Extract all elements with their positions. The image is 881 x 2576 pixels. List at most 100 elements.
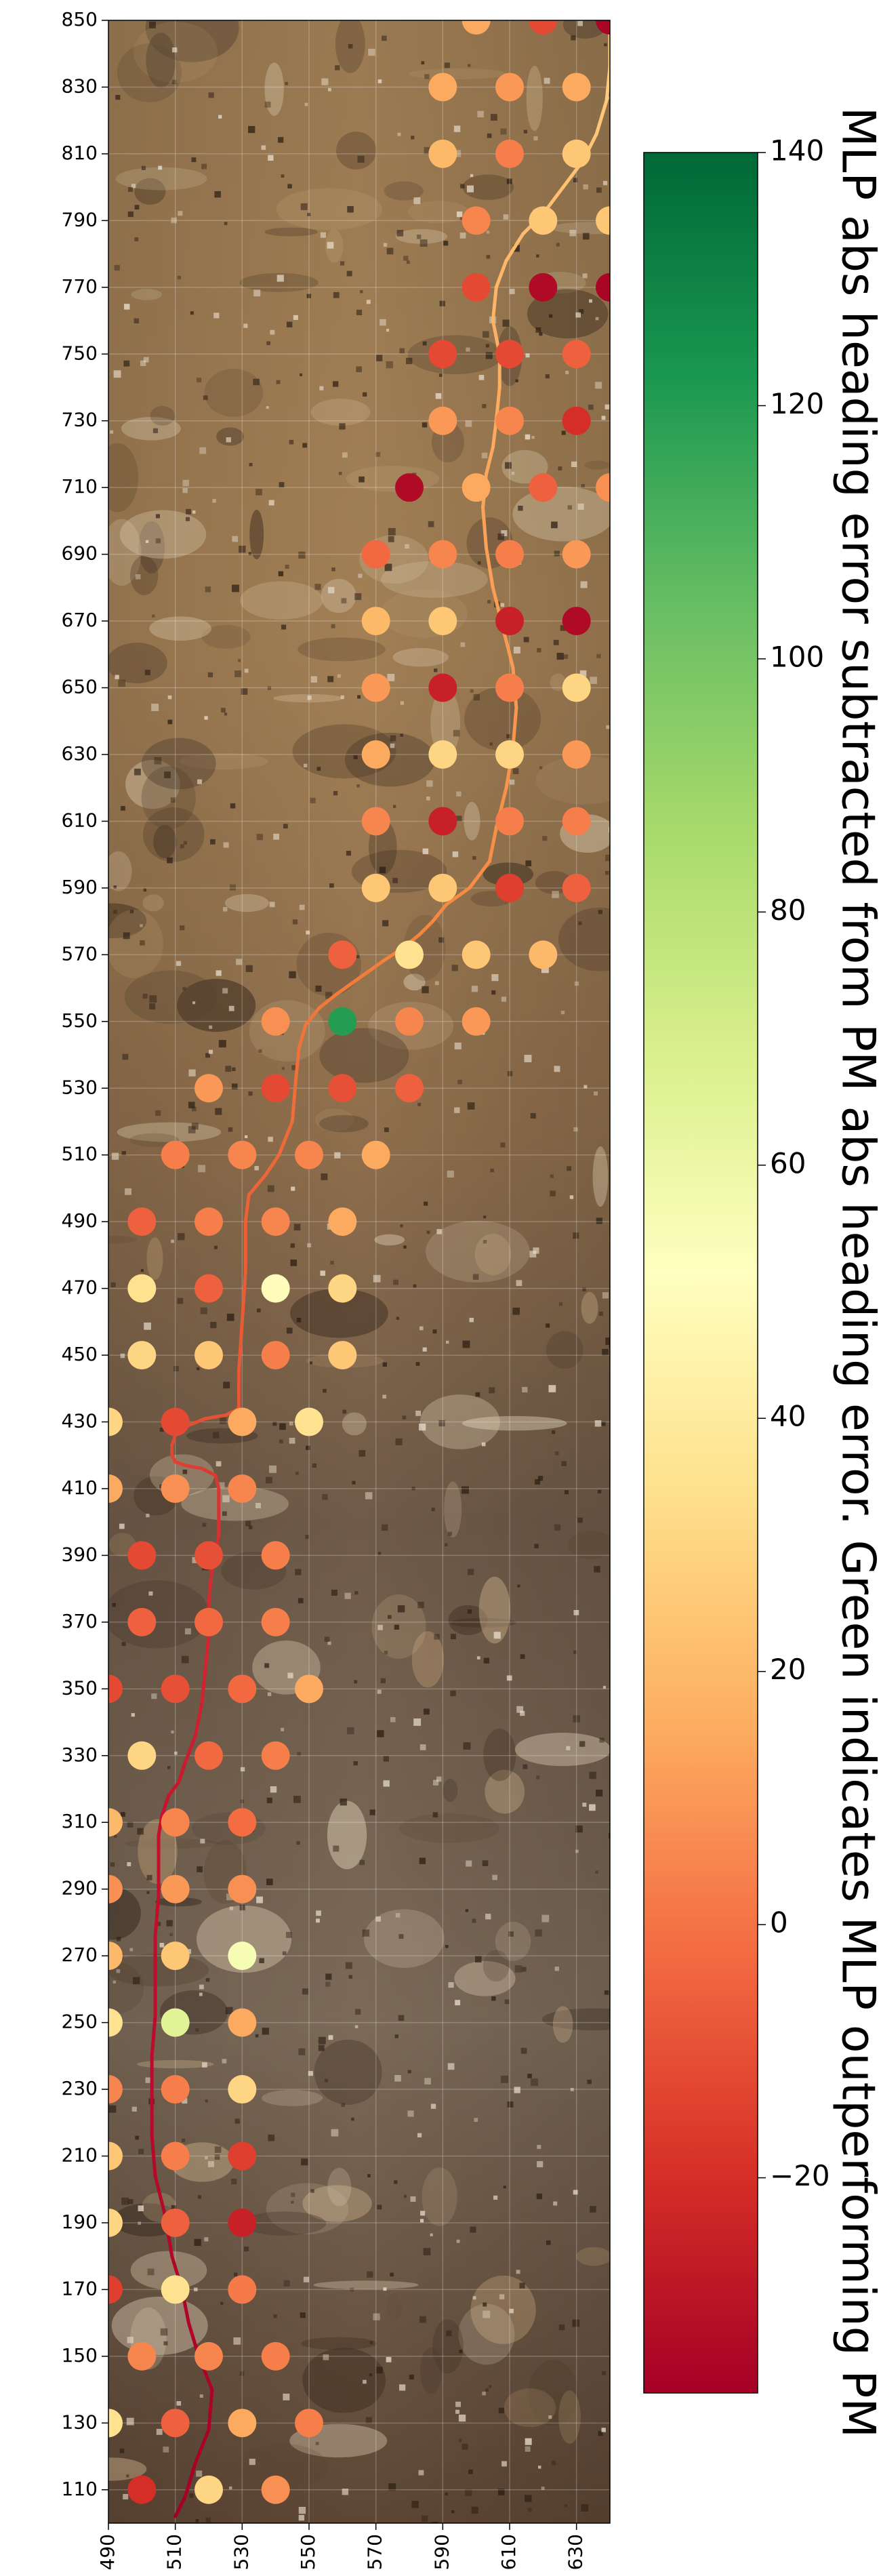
terrain-speckle [192, 1556, 199, 1563]
error-point [428, 540, 457, 569]
terrain-speckle [382, 920, 389, 927]
terrain-speckle [202, 1523, 207, 1527]
terrain-speckle [386, 361, 394, 369]
terrain-speckle [509, 288, 515, 294]
terrain-patch [302, 2348, 386, 2413]
terrain-speckle [290, 1243, 295, 1248]
terrain-patch [150, 405, 176, 426]
terrain-speckle [455, 2000, 461, 2006]
terrain-speckle [169, 1933, 173, 1937]
terrain-speckle [232, 1067, 236, 1072]
terrain-speckle [377, 1552, 382, 1555]
terrain-speckle [127, 1861, 131, 1866]
path-segment [504, 232, 525, 262]
colorbar-tick-label: −20 [770, 2159, 830, 2192]
terrain-speckle [434, 1634, 440, 1640]
terrain-patch [464, 801, 480, 841]
terrain-speckle [499, 2294, 505, 2299]
terrain-speckle [523, 637, 529, 643]
terrain-speckle [426, 797, 430, 801]
terrain-speckle [125, 1188, 132, 1195]
terrain-speckle [310, 797, 316, 803]
terrain-speckle [121, 2197, 129, 2205]
terrain-speckle [434, 981, 439, 986]
error-point [228, 1941, 257, 1971]
terrain-speckle [383, 1780, 390, 1787]
terrain-speckle [339, 423, 346, 430]
terrain-speckle [406, 357, 413, 365]
error-points [108, 20, 610, 2504]
error-point [108, 1407, 123, 1436]
terrain-speckle [451, 2510, 455, 2514]
terrain-speckle [574, 981, 579, 986]
terrain-speckle [264, 101, 271, 108]
terrain-speckle [384, 1651, 388, 1655]
terrain-speckle [504, 1999, 510, 2005]
terrain-speckle [249, 2459, 255, 2466]
y-tick-label: 670 [62, 609, 98, 631]
terrain-speckle [551, 1430, 556, 1434]
terrain-speckle [579, 309, 584, 314]
terrain-speckle [373, 1274, 381, 1283]
terrain-patch [386, 2293, 403, 2321]
terrain-patch [576, 2247, 610, 2266]
path-segment [183, 2461, 197, 2499]
terrain-patch [335, 20, 365, 73]
error-point [127, 1607, 157, 1636]
y-tick-label: 770 [62, 275, 98, 298]
terrain-speckle [422, 986, 429, 994]
terrain-speckle [177, 275, 182, 280]
terrain-speckle [199, 447, 207, 454]
terrain-speckle [170, 797, 176, 803]
terrain-speckle [527, 2508, 532, 2512]
error-point [228, 1674, 257, 1704]
terrain-speckle [269, 902, 275, 908]
terrain-speckle [225, 2007, 233, 2015]
error-point [161, 1941, 190, 1971]
terrain-speckle [127, 211, 134, 218]
terrain-speckle [267, 1692, 272, 1696]
terrain-speckle [380, 319, 386, 326]
terrain-patch [407, 201, 469, 224]
terrain-speckle [310, 2189, 314, 2193]
terrain-speckle [267, 686, 272, 690]
terrain-patch [261, 2089, 323, 2106]
terrain-speckle [239, 2371, 245, 2376]
terrain-speckle [491, 1996, 496, 2001]
terrain-speckle [222, 1511, 227, 1516]
terrain-speckle [383, 2287, 387, 2291]
terrain-patch [115, 167, 207, 190]
terrain-patch [562, 20, 607, 39]
error-point [194, 1341, 223, 1370]
terrain-patch [237, 2443, 328, 2490]
terrain-speckle [579, 1741, 586, 1747]
terrain-speckle [131, 2106, 137, 2112]
terrain-speckle [487, 133, 492, 138]
terrain-speckle [278, 137, 284, 143]
terrain-speckle [355, 954, 360, 959]
terrain-speckle [594, 1420, 602, 1427]
terrain-speckle [255, 489, 262, 496]
terrain-speckle [383, 1756, 389, 1762]
terrain-speckle [293, 1796, 301, 1803]
terrain-speckle [601, 1422, 606, 1426]
terrain-speckle [333, 1845, 340, 1852]
path-segment [484, 546, 495, 590]
terrain-speckle [485, 1914, 491, 1920]
terrain-speckle [525, 2438, 532, 2445]
colorbar-tick-label: 100 [770, 640, 824, 673]
path-segment [417, 919, 435, 937]
y-tick-label: 170 [62, 2277, 98, 2299]
terrain-speckle [110, 1862, 115, 1867]
y-tick-label: 830 [62, 75, 98, 97]
terrain-speckle [400, 701, 405, 705]
error-point [462, 1007, 491, 1036]
terrain-speckle [537, 648, 541, 653]
terrain-speckle [243, 323, 248, 328]
path-segment [290, 1079, 298, 1123]
terrain-patch [474, 1233, 512, 1275]
error-point [127, 1274, 157, 1303]
terrain-speckle [218, 1040, 226, 1048]
terrain-speckle [122, 1053, 129, 1060]
terrain-speckle [292, 919, 298, 925]
